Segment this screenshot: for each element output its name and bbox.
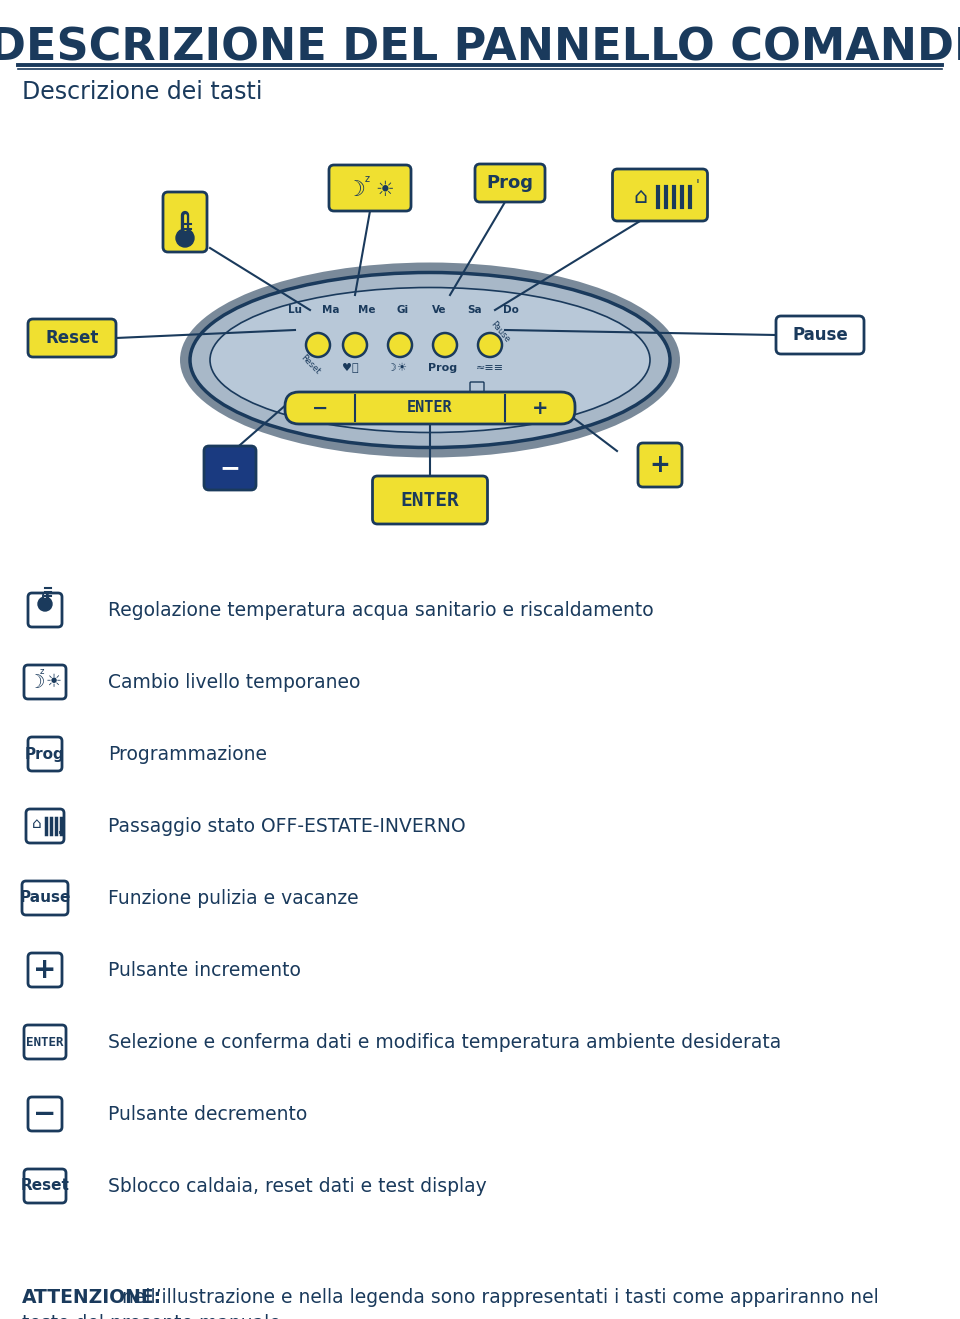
Text: Ma: Ma — [323, 305, 340, 315]
Text: ♥⏐: ♥⏐ — [342, 363, 358, 373]
Text: ⌂: ⌂ — [633, 187, 647, 207]
Text: ☽: ☽ — [345, 179, 365, 200]
FancyBboxPatch shape — [24, 1025, 66, 1059]
Text: Cambio livello temporaneo: Cambio livello temporaneo — [108, 673, 360, 691]
Text: z: z — [39, 667, 44, 677]
Text: +: + — [532, 398, 548, 418]
FancyBboxPatch shape — [28, 737, 62, 772]
Text: Pause: Pause — [19, 890, 71, 906]
Text: Prog: Prog — [428, 363, 458, 373]
Text: −: − — [312, 398, 328, 418]
Text: ☽☀: ☽☀ — [387, 363, 407, 373]
Text: ⌂: ⌂ — [33, 816, 42, 831]
Text: nell’illustrazione e nella legenda sono rappresentati i tasti come appariranno n: nell’illustrazione e nella legenda sono … — [115, 1287, 878, 1307]
Text: Gi: Gi — [396, 305, 409, 315]
FancyBboxPatch shape — [285, 392, 575, 423]
Text: −: − — [34, 1100, 57, 1128]
Circle shape — [38, 598, 52, 611]
Text: ☀: ☀ — [375, 179, 395, 200]
Text: ': ' — [58, 830, 60, 840]
Text: Descrizione dei tasti: Descrizione dei tasti — [22, 80, 262, 104]
Text: ': ' — [696, 178, 700, 193]
Text: Funzione pulizia e vacanze: Funzione pulizia e vacanze — [108, 889, 359, 907]
Ellipse shape — [210, 288, 650, 433]
Text: ☀: ☀ — [46, 673, 62, 691]
FancyBboxPatch shape — [28, 1097, 62, 1130]
Text: Pulsante incremento: Pulsante incremento — [108, 960, 300, 980]
Text: Pause: Pause — [792, 326, 848, 344]
Text: ≈≡≡: ≈≡≡ — [476, 363, 504, 373]
FancyBboxPatch shape — [163, 193, 207, 252]
Text: Regolazione temperatura acqua sanitario e riscaldamento: Regolazione temperatura acqua sanitario … — [108, 600, 654, 620]
Text: Passaggio stato OFF-ESTATE-INVERNO: Passaggio stato OFF-ESTATE-INVERNO — [108, 816, 466, 835]
Text: ☽: ☽ — [27, 673, 45, 691]
Text: ENTER: ENTER — [407, 401, 453, 415]
Text: −: − — [220, 456, 241, 480]
Text: DESCRIZIONE DEL PANNELLO COMANDI: DESCRIZIONE DEL PANNELLO COMANDI — [0, 26, 960, 70]
Text: testo del presente manuale.: testo del presente manuale. — [22, 1314, 287, 1319]
Ellipse shape — [180, 262, 680, 458]
FancyBboxPatch shape — [28, 954, 62, 987]
Text: Lu: Lu — [288, 305, 302, 315]
Text: Sblocco caldaia, reset dati e test display: Sblocco caldaia, reset dati e test displ… — [108, 1177, 487, 1195]
FancyBboxPatch shape — [612, 169, 708, 222]
Text: ENTER: ENTER — [400, 491, 460, 509]
Circle shape — [388, 332, 412, 357]
Text: Programmazione: Programmazione — [108, 744, 267, 764]
Text: Reset: Reset — [20, 1178, 69, 1194]
FancyBboxPatch shape — [638, 443, 682, 487]
Text: Pause: Pause — [489, 319, 512, 344]
FancyBboxPatch shape — [776, 317, 864, 353]
FancyBboxPatch shape — [24, 665, 66, 699]
Circle shape — [343, 332, 367, 357]
FancyBboxPatch shape — [204, 446, 256, 489]
FancyBboxPatch shape — [329, 165, 411, 211]
Text: +: + — [650, 452, 670, 477]
FancyBboxPatch shape — [28, 319, 116, 357]
Text: Reset: Reset — [45, 328, 99, 347]
Ellipse shape — [190, 273, 670, 447]
Text: Ve: Ve — [432, 305, 446, 315]
Text: ENTER: ENTER — [26, 1035, 63, 1049]
FancyBboxPatch shape — [24, 1169, 66, 1203]
Text: Sa: Sa — [468, 305, 482, 315]
Text: ATTENZIONE:: ATTENZIONE: — [22, 1287, 162, 1307]
Text: Selezione e conferma dati e modifica temperatura ambiente desiderata: Selezione e conferma dati e modifica tem… — [108, 1033, 781, 1051]
Text: Me: Me — [358, 305, 375, 315]
FancyBboxPatch shape — [26, 809, 64, 843]
FancyBboxPatch shape — [28, 594, 62, 627]
FancyBboxPatch shape — [475, 164, 545, 202]
Circle shape — [478, 332, 502, 357]
FancyBboxPatch shape — [22, 881, 68, 915]
Text: Do: Do — [503, 305, 519, 315]
Circle shape — [306, 332, 330, 357]
Text: +: + — [34, 956, 57, 984]
Circle shape — [433, 332, 457, 357]
Text: Prog: Prog — [25, 747, 65, 761]
Text: Reset: Reset — [299, 353, 322, 376]
Text: z: z — [365, 174, 370, 183]
Circle shape — [176, 230, 194, 247]
FancyBboxPatch shape — [372, 476, 488, 524]
Text: Prog: Prog — [487, 174, 534, 193]
Text: Pulsante decremento: Pulsante decremento — [108, 1104, 307, 1124]
